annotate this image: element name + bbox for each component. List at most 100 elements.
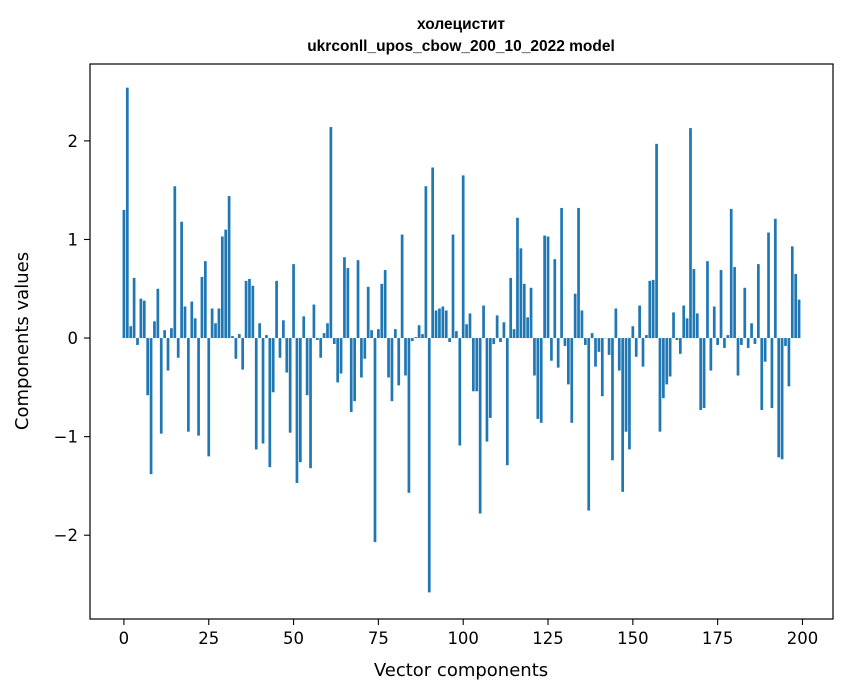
bar-164 — [678, 338, 682, 354]
bar-193 — [777, 338, 781, 458]
bar-1 — [125, 87, 129, 339]
bar-145 — [614, 308, 618, 339]
bar-172 — [706, 261, 709, 339]
bar-79 — [390, 338, 394, 402]
x-tick-label-100: 100 — [447, 629, 479, 648]
x-tick-label-25: 25 — [198, 629, 219, 648]
y-tick-label--1: −1 — [54, 428, 78, 447]
bar-100 — [461, 175, 465, 339]
bar-52 — [298, 338, 302, 463]
bar-24 — [203, 261, 207, 339]
bar-152 — [638, 305, 641, 339]
bar-97 — [451, 234, 455, 339]
y-tick-label-0: 0 — [68, 329, 79, 348]
bar-141 — [600, 338, 604, 397]
bar-99 — [458, 338, 462, 446]
bar-105 — [478, 338, 482, 514]
bar-22 — [197, 338, 200, 436]
bar-111 — [499, 338, 502, 342]
chart-title: холецистит — [417, 16, 505, 33]
bar-176 — [719, 270, 723, 339]
bar-7 — [146, 338, 150, 396]
bar-85 — [410, 338, 414, 342]
bar-70 — [360, 338, 363, 378]
bar-143 — [607, 338, 611, 355]
bar-165 — [682, 305, 686, 339]
bar-156 — [651, 279, 655, 339]
bar-89 — [424, 186, 428, 339]
bar-87 — [417, 325, 421, 339]
bar-160 — [665, 338, 669, 385]
bar-131 — [567, 338, 570, 385]
bar-0 — [122, 209, 126, 339]
bar-191 — [770, 338, 774, 409]
bar-150 — [631, 326, 635, 339]
bar-40 — [258, 323, 261, 339]
bar-66 — [346, 268, 350, 339]
bar-115 — [512, 329, 516, 339]
bar-124 — [543, 235, 546, 339]
bar-121 — [533, 338, 536, 376]
bar-149 — [628, 338, 631, 450]
bar-59 — [322, 333, 326, 339]
y-tick-label-2: 2 — [68, 132, 79, 151]
bar-166 — [685, 318, 689, 339]
bar-136 — [583, 338, 587, 345]
bar-10 — [156, 288, 160, 339]
bar-117 — [519, 248, 523, 339]
bar-195 — [784, 338, 787, 346]
bar-20 — [190, 301, 194, 339]
x-tick-label-50: 50 — [283, 629, 304, 648]
bar-106 — [482, 305, 485, 339]
bar-127 — [553, 259, 557, 339]
bar-44 — [271, 338, 275, 393]
bar-8 — [149, 338, 153, 475]
bar-95 — [444, 310, 448, 339]
bar-73 — [370, 330, 373, 339]
bar-155 — [648, 280, 652, 339]
bar-186 — [753, 338, 757, 344]
bar-49 — [288, 338, 292, 433]
bars-group — [122, 87, 801, 593]
bar-60 — [326, 323, 329, 339]
bar-62 — [332, 338, 336, 344]
bar-185 — [750, 323, 753, 339]
bar-110 — [495, 315, 499, 339]
bar-90 — [427, 338, 431, 593]
bar-91 — [431, 167, 435, 339]
bar-168 — [692, 269, 696, 339]
bar-93 — [438, 308, 441, 339]
bar-13 — [166, 338, 170, 371]
bar-57 — [315, 338, 319, 341]
bar-37 — [248, 278, 251, 339]
y-tick-label-1: 1 — [68, 230, 79, 249]
bar-167 — [689, 128, 692, 339]
bar-101 — [465, 324, 468, 339]
bar-35 — [241, 338, 245, 370]
bar-173 — [709, 338, 713, 371]
bar-31 — [227, 196, 231, 339]
bar-50 — [292, 264, 295, 339]
bar-82 — [400, 234, 404, 339]
bar-151 — [634, 338, 638, 357]
bar-178 — [726, 335, 730, 339]
bar-86 — [414, 337, 418, 339]
bar-196 — [787, 338, 791, 387]
bar-65 — [343, 257, 346, 339]
bar-169 — [695, 313, 699, 339]
bar-12 — [163, 330, 166, 339]
bar-180 — [733, 267, 736, 339]
bar-81 — [397, 338, 401, 386]
bar-140 — [597, 338, 601, 352]
bar-119 — [526, 317, 530, 339]
bar-137 — [587, 338, 591, 511]
bar-112 — [502, 322, 506, 339]
bar-42 — [265, 335, 268, 339]
bar-76 — [380, 283, 384, 339]
bar-61 — [329, 127, 333, 339]
bar-17 — [180, 221, 183, 339]
bar-103 — [472, 338, 475, 392]
bar-163 — [675, 338, 679, 341]
